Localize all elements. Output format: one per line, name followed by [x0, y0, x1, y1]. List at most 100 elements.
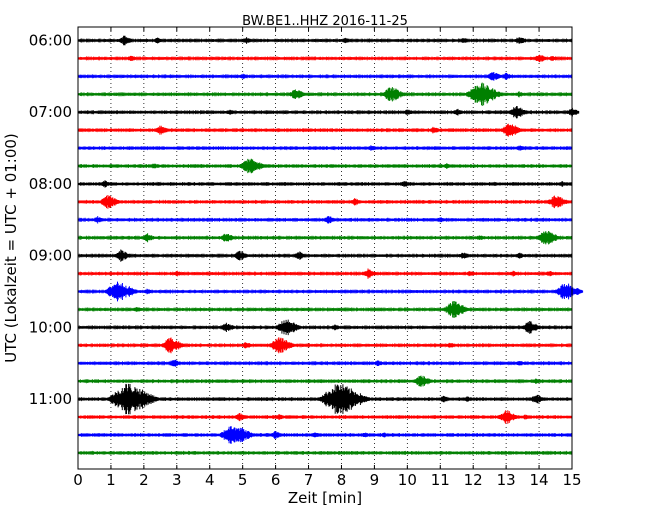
seismic-event — [220, 233, 236, 242]
seismic-event — [270, 431, 283, 439]
seismic-event — [93, 216, 104, 224]
y-axis-label: UTC (Lokalzeit = UTC + 01:00) — [2, 133, 20, 363]
seismic-event — [515, 91, 525, 98]
seismic-event — [239, 73, 248, 79]
seismic-event — [466, 271, 476, 277]
seismic-event — [361, 432, 370, 438]
seismic-event — [317, 384, 370, 414]
seismic-event — [522, 414, 532, 420]
seismic-event — [459, 38, 469, 43]
seismic-event — [160, 337, 185, 354]
x-tick-label: 8 — [337, 471, 347, 489]
x-tick-label: 2 — [139, 471, 149, 489]
y-tick-label: 11:00 — [29, 390, 72, 408]
seismic-event — [331, 324, 341, 331]
seismic-event — [380, 432, 390, 438]
seismic-event — [514, 37, 527, 44]
seismic-event — [463, 396, 472, 402]
seismic-event — [464, 82, 503, 106]
x-tick-label: 10 — [398, 471, 417, 489]
trace-row: 09:30 — [77, 281, 584, 302]
seismic-event — [311, 432, 321, 438]
seismic-event — [476, 235, 485, 240]
y-tick-label: 08:00 — [29, 175, 72, 193]
trace-row: 10:15 — [77, 337, 572, 354]
trace-row: 08:00 — [77, 180, 572, 188]
x-tick-label: 15 — [562, 471, 581, 489]
x-tick-label: 11 — [431, 471, 450, 489]
seismic-event — [446, 342, 456, 348]
x-tick-label: 9 — [370, 471, 380, 489]
seismic-event — [150, 163, 159, 169]
seismic-event — [142, 233, 155, 243]
x-tick-label: 4 — [205, 471, 215, 489]
seismic-event — [350, 198, 361, 206]
seismic-event — [436, 217, 446, 223]
seismic-event — [226, 109, 235, 115]
x-tick-labels: 0 1 2 3 4 5 6 7 8 9 10 11 12 13 14 15 — [73, 471, 581, 489]
y-tick-label: 10:00 — [29, 318, 72, 336]
seismic-event — [218, 426, 255, 444]
y-tick-label: 07:00 — [29, 103, 72, 121]
seismic-event — [143, 288, 153, 295]
seismic-event — [521, 321, 541, 334]
trace-row: 11:15 — [77, 410, 572, 424]
seismic-event — [554, 283, 584, 300]
plot-frame — [77, 26, 573, 470]
seismic-event — [233, 250, 249, 261]
seismic-event — [459, 252, 470, 259]
x-tick-label: 13 — [497, 471, 516, 489]
seismic-event — [275, 319, 302, 336]
seismic-event — [220, 322, 236, 332]
seismic-event — [546, 195, 569, 209]
seismic-event — [241, 37, 252, 44]
trace-row: 11:30 — [77, 426, 572, 444]
chart-title: BW.BE1..HHZ 2016-11-25 — [242, 14, 408, 29]
x-axis-label: Zeit [min] — [288, 489, 362, 507]
seismic-event — [515, 361, 525, 366]
seismic-event — [502, 72, 513, 80]
seismic-event — [234, 413, 247, 422]
seismic-event — [99, 195, 121, 209]
seismic-event — [374, 360, 383, 366]
trace-row: 06:15 — [77, 54, 572, 63]
seismic-event — [361, 268, 377, 279]
trace-row: 08:45 — [77, 231, 572, 245]
x-tick-label: 7 — [304, 471, 314, 489]
seismic-event — [100, 180, 111, 188]
seismic-event — [497, 410, 520, 424]
grid-lines — [110, 27, 540, 469]
seismic-event — [515, 252, 525, 259]
seismic-event — [500, 123, 523, 137]
x-tick-label: 5 — [238, 471, 248, 489]
seismic-event — [452, 108, 463, 116]
seismic-event — [118, 35, 134, 46]
seismic-event — [515, 145, 525, 151]
axis-ticks — [77, 27, 573, 469]
seismic-event — [268, 337, 295, 354]
trace-row: 06:45 — [77, 82, 572, 106]
x-tick-label: 1 — [106, 471, 116, 489]
seismic-event — [238, 158, 266, 174]
seismic-event — [508, 106, 528, 119]
y-tick-labels: 06:00 07:00 08:00 09:00 10:00 11:00 — [29, 32, 72, 409]
trace-row: 09:45 — [77, 301, 572, 318]
seismic-event — [154, 125, 170, 135]
seismic-event — [558, 181, 568, 187]
seismic-event — [293, 251, 306, 260]
seismic-event — [443, 301, 470, 318]
seismic-event — [168, 359, 181, 367]
traces: 06:0006:1506:3006:4507:0007:1507:3007:45… — [77, 35, 584, 455]
seismic-event — [399, 181, 410, 187]
y-tick-label: 06:00 — [29, 32, 72, 50]
seismic-event — [532, 378, 541, 384]
seismic-event — [107, 383, 160, 415]
seismic-event — [529, 394, 545, 404]
x-tick-label: 12 — [464, 471, 483, 489]
trace-row: 11:00 — [77, 383, 572, 415]
seismic-event — [545, 271, 555, 277]
x-tick-label: 0 — [73, 471, 83, 489]
seismic-event — [133, 307, 143, 312]
seismic-event — [443, 163, 453, 169]
